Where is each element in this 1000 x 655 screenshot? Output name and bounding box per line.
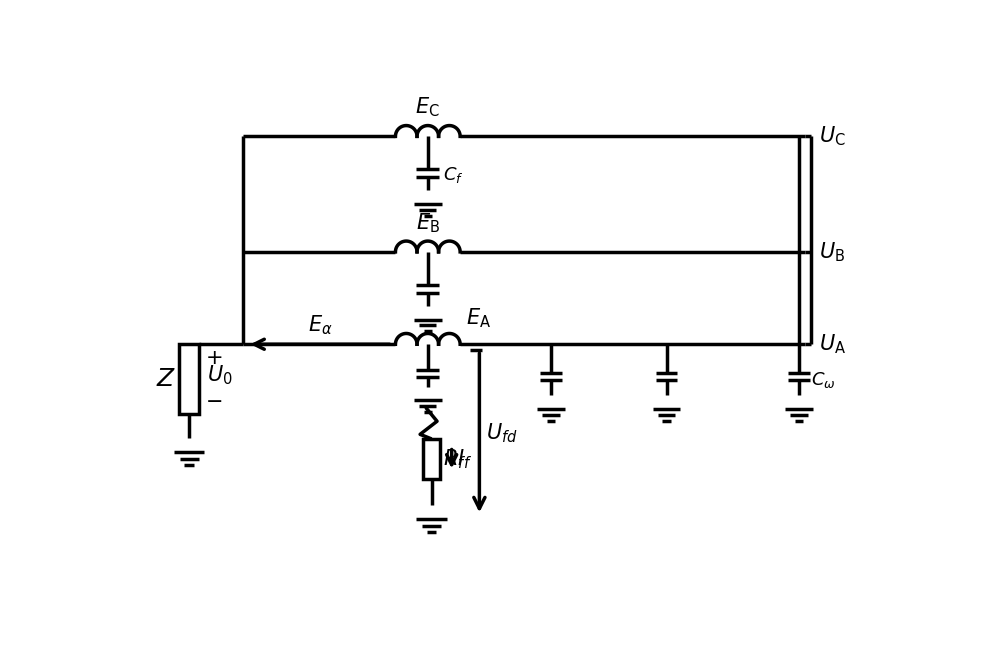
Bar [179,345,199,413]
Text: $R_{f}$: $R_{f}$ [443,447,467,471]
Text: $U_{\mathrm{A}}$: $U_{\mathrm{A}}$ [819,333,846,356]
Text: $E_{\mathrm{B}}$: $E_{\mathrm{B}}$ [416,212,440,235]
Text: $I_{f}$: $I_{f}$ [457,447,472,471]
Text: $E_{\mathrm{A}}$: $E_{\mathrm{A}}$ [466,307,491,330]
Text: $U_{\mathrm{C}}$: $U_{\mathrm{C}}$ [819,124,846,148]
Text: $U_{0}$: $U_{0}$ [207,364,232,387]
Text: $C_{f}$: $C_{f}$ [443,165,464,185]
Text: $U_{fd}$: $U_{fd}$ [486,421,517,445]
Text: $C_{\omega}$: $C_{\omega}$ [811,371,836,390]
Text: $-$: $-$ [205,390,223,409]
Text: +: + [205,348,223,368]
Text: $U_{\mathrm{B}}$: $U_{\mathrm{B}}$ [819,240,845,264]
Text: $E_{\alpha}$: $E_{\alpha}$ [308,313,332,337]
Bar [423,439,440,479]
Text: $Z$: $Z$ [156,367,176,391]
Text: $E_{\mathrm{C}}$: $E_{\mathrm{C}}$ [415,96,440,119]
